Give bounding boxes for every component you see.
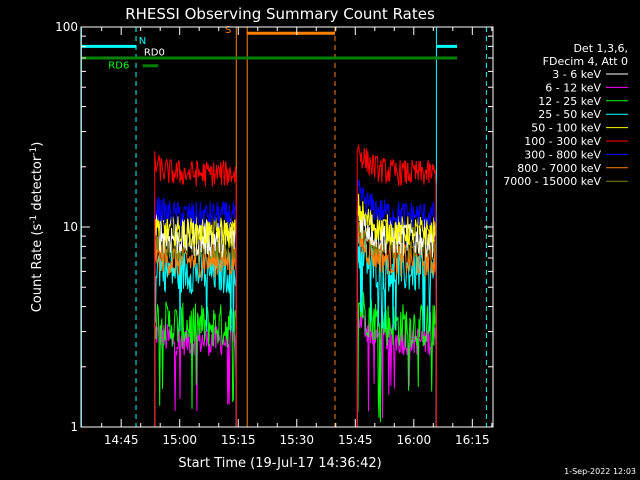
legend-entry-label-5: 100 - 300 keV — [524, 135, 601, 148]
legend-entry-label-7: 800 - 7000 keV — [517, 162, 601, 175]
series-trace-50-100keV-0 — [154, 211, 237, 428]
legend-entry-label-1: 6 - 12 keV — [545, 81, 601, 94]
x-tick-label-6: 16:15 — [455, 433, 490, 447]
plot-frame — [80, 26, 494, 428]
x-tick-label-5: 16:00 — [397, 433, 432, 447]
y-tick-label-2: 100 — [55, 20, 78, 34]
series-trace-25-50keV-1 — [356, 236, 437, 428]
flag-label-3: S — [225, 25, 231, 36]
y-tick-label-0: 1 — [70, 420, 78, 434]
legend-entry-label-4: 50 - 100 keV — [531, 122, 601, 135]
flag-label-1: RD0 — [144, 48, 165, 59]
x-tick-label-3: 15:30 — [279, 433, 314, 447]
legend-header-line2: FDecim 4, Att 0 — [543, 55, 628, 68]
y-tick-label-1: 10 — [63, 220, 78, 234]
flag-label-2: RD6 — [108, 61, 129, 72]
chart-title: RHESSI Observing Summary Count Rates — [125, 5, 435, 23]
x-tick-label-1: 15:00 — [162, 433, 197, 447]
y-axis-label-mid: detector — [30, 155, 45, 215]
legend-entry-label-8: 7000 - 15000 keV — [503, 175, 601, 188]
legend-header-line1: Det 1,3,6, — [573, 42, 628, 55]
legend-entry-label-6: 300 - 800 keV — [524, 148, 601, 161]
legend-entry-label-2: 12 - 25 keV — [538, 95, 601, 108]
x-tick-label-0: 14:45 — [104, 433, 139, 447]
y-axis-label: Count Rate (s-1 detector-1) — [29, 142, 45, 313]
x-tick-label-4: 15:45 — [338, 433, 373, 447]
y-axis-label-main: Count Rate (s — [30, 224, 45, 313]
series-trace-12-25keV-0 — [154, 301, 237, 428]
series-trace-300-800keV-0 — [154, 192, 237, 428]
legend-entry-label-3: 25 - 50 keV — [538, 108, 601, 121]
legend-entry-label-0: 3 - 6 keV — [552, 68, 601, 81]
y-axis-label-close: ) — [30, 142, 45, 147]
series-trace-3-6keV-1 — [356, 208, 437, 428]
series-trace-300-800keV-1 — [356, 179, 437, 428]
x-axis-label: Start Time (19-Jul-17 14:36:42) — [178, 456, 381, 471]
footer-timestamp: 1-Sep-2022 12:03 — [564, 467, 636, 476]
flag-label-0: N — [139, 36, 146, 47]
x-tick-label-2: 15:15 — [221, 433, 256, 447]
series-trace-12-25keV-1 — [356, 292, 437, 428]
series-trace-50-100keV-1 — [356, 193, 437, 428]
series-trace-100-300keV-0 — [154, 151, 237, 428]
series-trace-100-300keV-1 — [356, 144, 437, 428]
y-axis-label-exp2: -1 — [29, 147, 39, 156]
series-trace-7000-15000keV-1 — [356, 217, 437, 428]
y-axis-label-exp1: -1 — [29, 215, 39, 224]
